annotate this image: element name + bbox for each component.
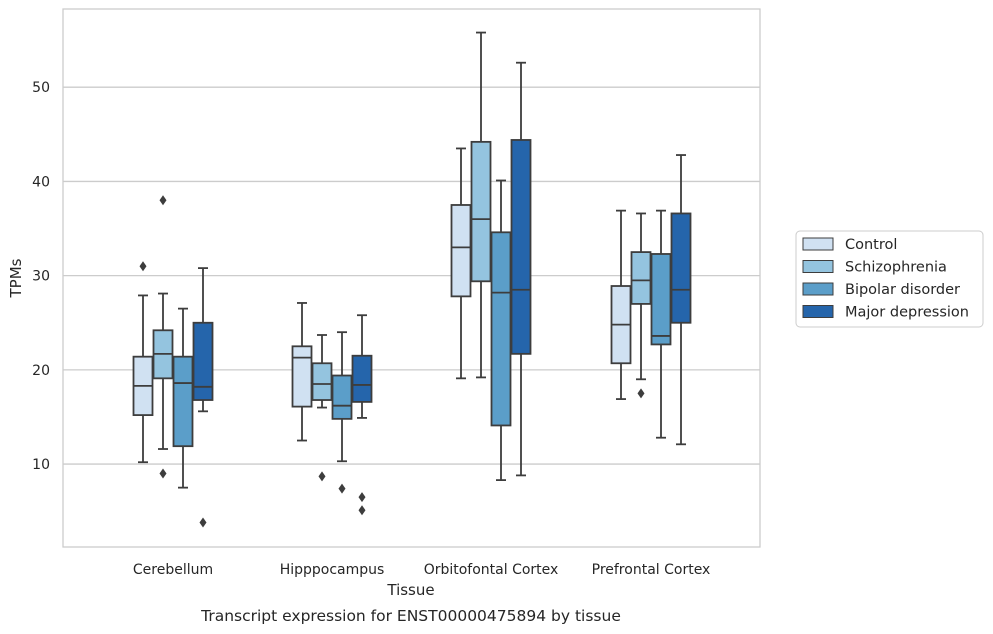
box-group — [450, 147, 472, 380]
x-tick-label: Orbitofontal Cortex — [424, 562, 559, 578]
outlier-marker — [338, 483, 346, 494]
box-group — [650, 209, 672, 439]
chart-caption: Transcript expression for ENST0000047589… — [200, 607, 621, 625]
box — [670, 212, 692, 324]
box — [172, 355, 194, 448]
box-group — [291, 302, 313, 442]
y-tick-label: 30 — [32, 269, 50, 285]
box-group — [510, 61, 532, 477]
plot-frame — [62, 8, 761, 548]
y-tick-label: 40 — [32, 174, 50, 190]
legend-label: Major depression — [845, 305, 969, 321]
y-tick-label: 20 — [32, 363, 50, 379]
legend-label: Control — [845, 237, 897, 253]
y-axis-title: TPMs — [7, 258, 25, 298]
x-axis-title: Tissue — [386, 581, 434, 599]
box-group — [152, 195, 174, 479]
outlier-marker — [159, 468, 167, 479]
legend-items: Control Schizophrenia Bipolar disorder Majo… — [802, 237, 969, 321]
outlier-marker — [159, 195, 167, 206]
box-group — [670, 154, 692, 446]
outlier-marker — [637, 388, 645, 399]
legend-label: Schizophrenia — [845, 260, 947, 276]
legend-label: Bipolar disorder — [845, 282, 960, 298]
legend: Control Schizophrenia Bipolar disorder Majo… — [795, 230, 984, 328]
box-group — [610, 209, 632, 400]
y-axis-ticks: 10 20 30 40 50 — [32, 80, 50, 473]
box — [351, 354, 373, 403]
box-plots — [132, 31, 692, 528]
legend-frame — [795, 230, 984, 328]
box — [650, 253, 672, 346]
outlier-marker — [358, 492, 366, 503]
legend-swatch — [802, 305, 834, 318]
x-tick-label: Prefrontal Cortex — [592, 562, 711, 578]
legend-swatch — [802, 282, 834, 296]
box — [192, 321, 214, 401]
box — [450, 204, 472, 298]
y-tick-label: 10 — [32, 457, 50, 473]
box-group — [311, 334, 333, 482]
box — [311, 362, 333, 401]
legend-swatch — [802, 260, 834, 273]
outlier-marker — [358, 505, 366, 516]
box — [490, 231, 512, 427]
x-axis-ticks: Cerebellum Hipppocampus Orbitofontal Corte… — [133, 562, 710, 578]
x-tick-label: Cerebellum — [133, 562, 213, 578]
outlier-marker — [139, 261, 147, 272]
outlier-marker — [199, 517, 207, 528]
outlier-marker — [318, 471, 326, 482]
box — [291, 345, 313, 408]
box-group — [192, 267, 214, 528]
box-group — [331, 331, 353, 494]
legend-swatch — [802, 237, 834, 251]
box — [470, 140, 492, 283]
box-group — [630, 212, 652, 399]
box-group — [351, 314, 373, 516]
box-group — [132, 261, 154, 464]
box-group — [172, 307, 194, 489]
box — [331, 374, 353, 420]
box — [510, 139, 532, 355]
box — [630, 251, 652, 305]
box-group — [470, 31, 492, 379]
box-group — [490, 179, 512, 482]
y-tick-label: 50 — [32, 80, 50, 96]
x-tick-label: Hipppocampus — [280, 562, 385, 578]
